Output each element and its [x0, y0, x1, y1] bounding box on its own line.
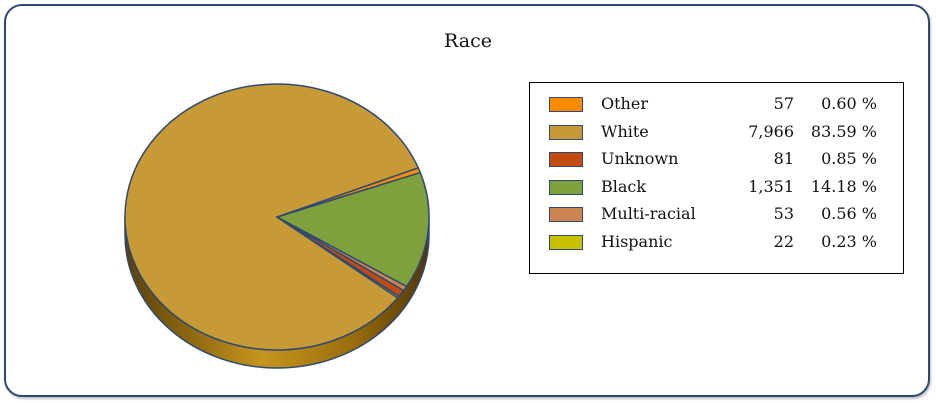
pie-slice-black	[276, 171, 430, 288]
pie-slice-white	[124, 83, 419, 351]
legend-percent: 0.85 %	[821, 149, 877, 168]
legend-count: 81	[773, 149, 794, 168]
legend-percent: 0.56 %	[821, 204, 877, 223]
legend-percent: 14.18 %	[810, 176, 877, 196]
legend-item: Multi-racial 53 0.56 %	[530, 202, 905, 229]
legend-item: Black 1,351 14.18 %	[530, 175, 905, 202]
chart-title: Race	[444, 30, 492, 52]
legend-label: Other	[601, 94, 648, 113]
legend-item: Hispanic 22 0.23 %	[530, 230, 905, 257]
legend-swatch	[549, 234, 583, 250]
legend-label: Black	[601, 176, 647, 196]
legend-percent: 0.23 %	[821, 231, 877, 251]
legend-item: White 7,966 83.59 %	[530, 120, 905, 147]
legend-swatch	[549, 152, 583, 167]
legend-swatch	[549, 97, 583, 112]
legend-count: 22	[773, 231, 794, 251]
chart-legend: Other 57 0.60 % White 7,966 83.59 % Unknown 81 0…	[529, 82, 904, 274]
legend-percent: 83.59 %	[810, 121, 877, 141]
legend-swatch	[549, 124, 583, 140]
legend-count: 53	[773, 204, 794, 223]
legend-label: Multi-racial	[601, 204, 696, 223]
legend-count: 1,351	[748, 176, 794, 196]
legend-label: Hispanic	[601, 231, 673, 251]
pie-slice-multi-racial	[276, 216, 408, 292]
legend-swatch	[549, 179, 583, 195]
legend-count: 57	[773, 94, 794, 113]
legend-label: Unknown	[601, 149, 679, 168]
legend-item: Unknown 81 0.85 %	[530, 147, 905, 174]
legend-percent: 0.60 %	[821, 94, 877, 113]
legend-item: Other 57 0.60 %	[530, 92, 905, 119]
legend-label: White	[601, 121, 649, 141]
legend-swatch	[549, 207, 583, 222]
legend-count: 7,966	[748, 121, 794, 141]
